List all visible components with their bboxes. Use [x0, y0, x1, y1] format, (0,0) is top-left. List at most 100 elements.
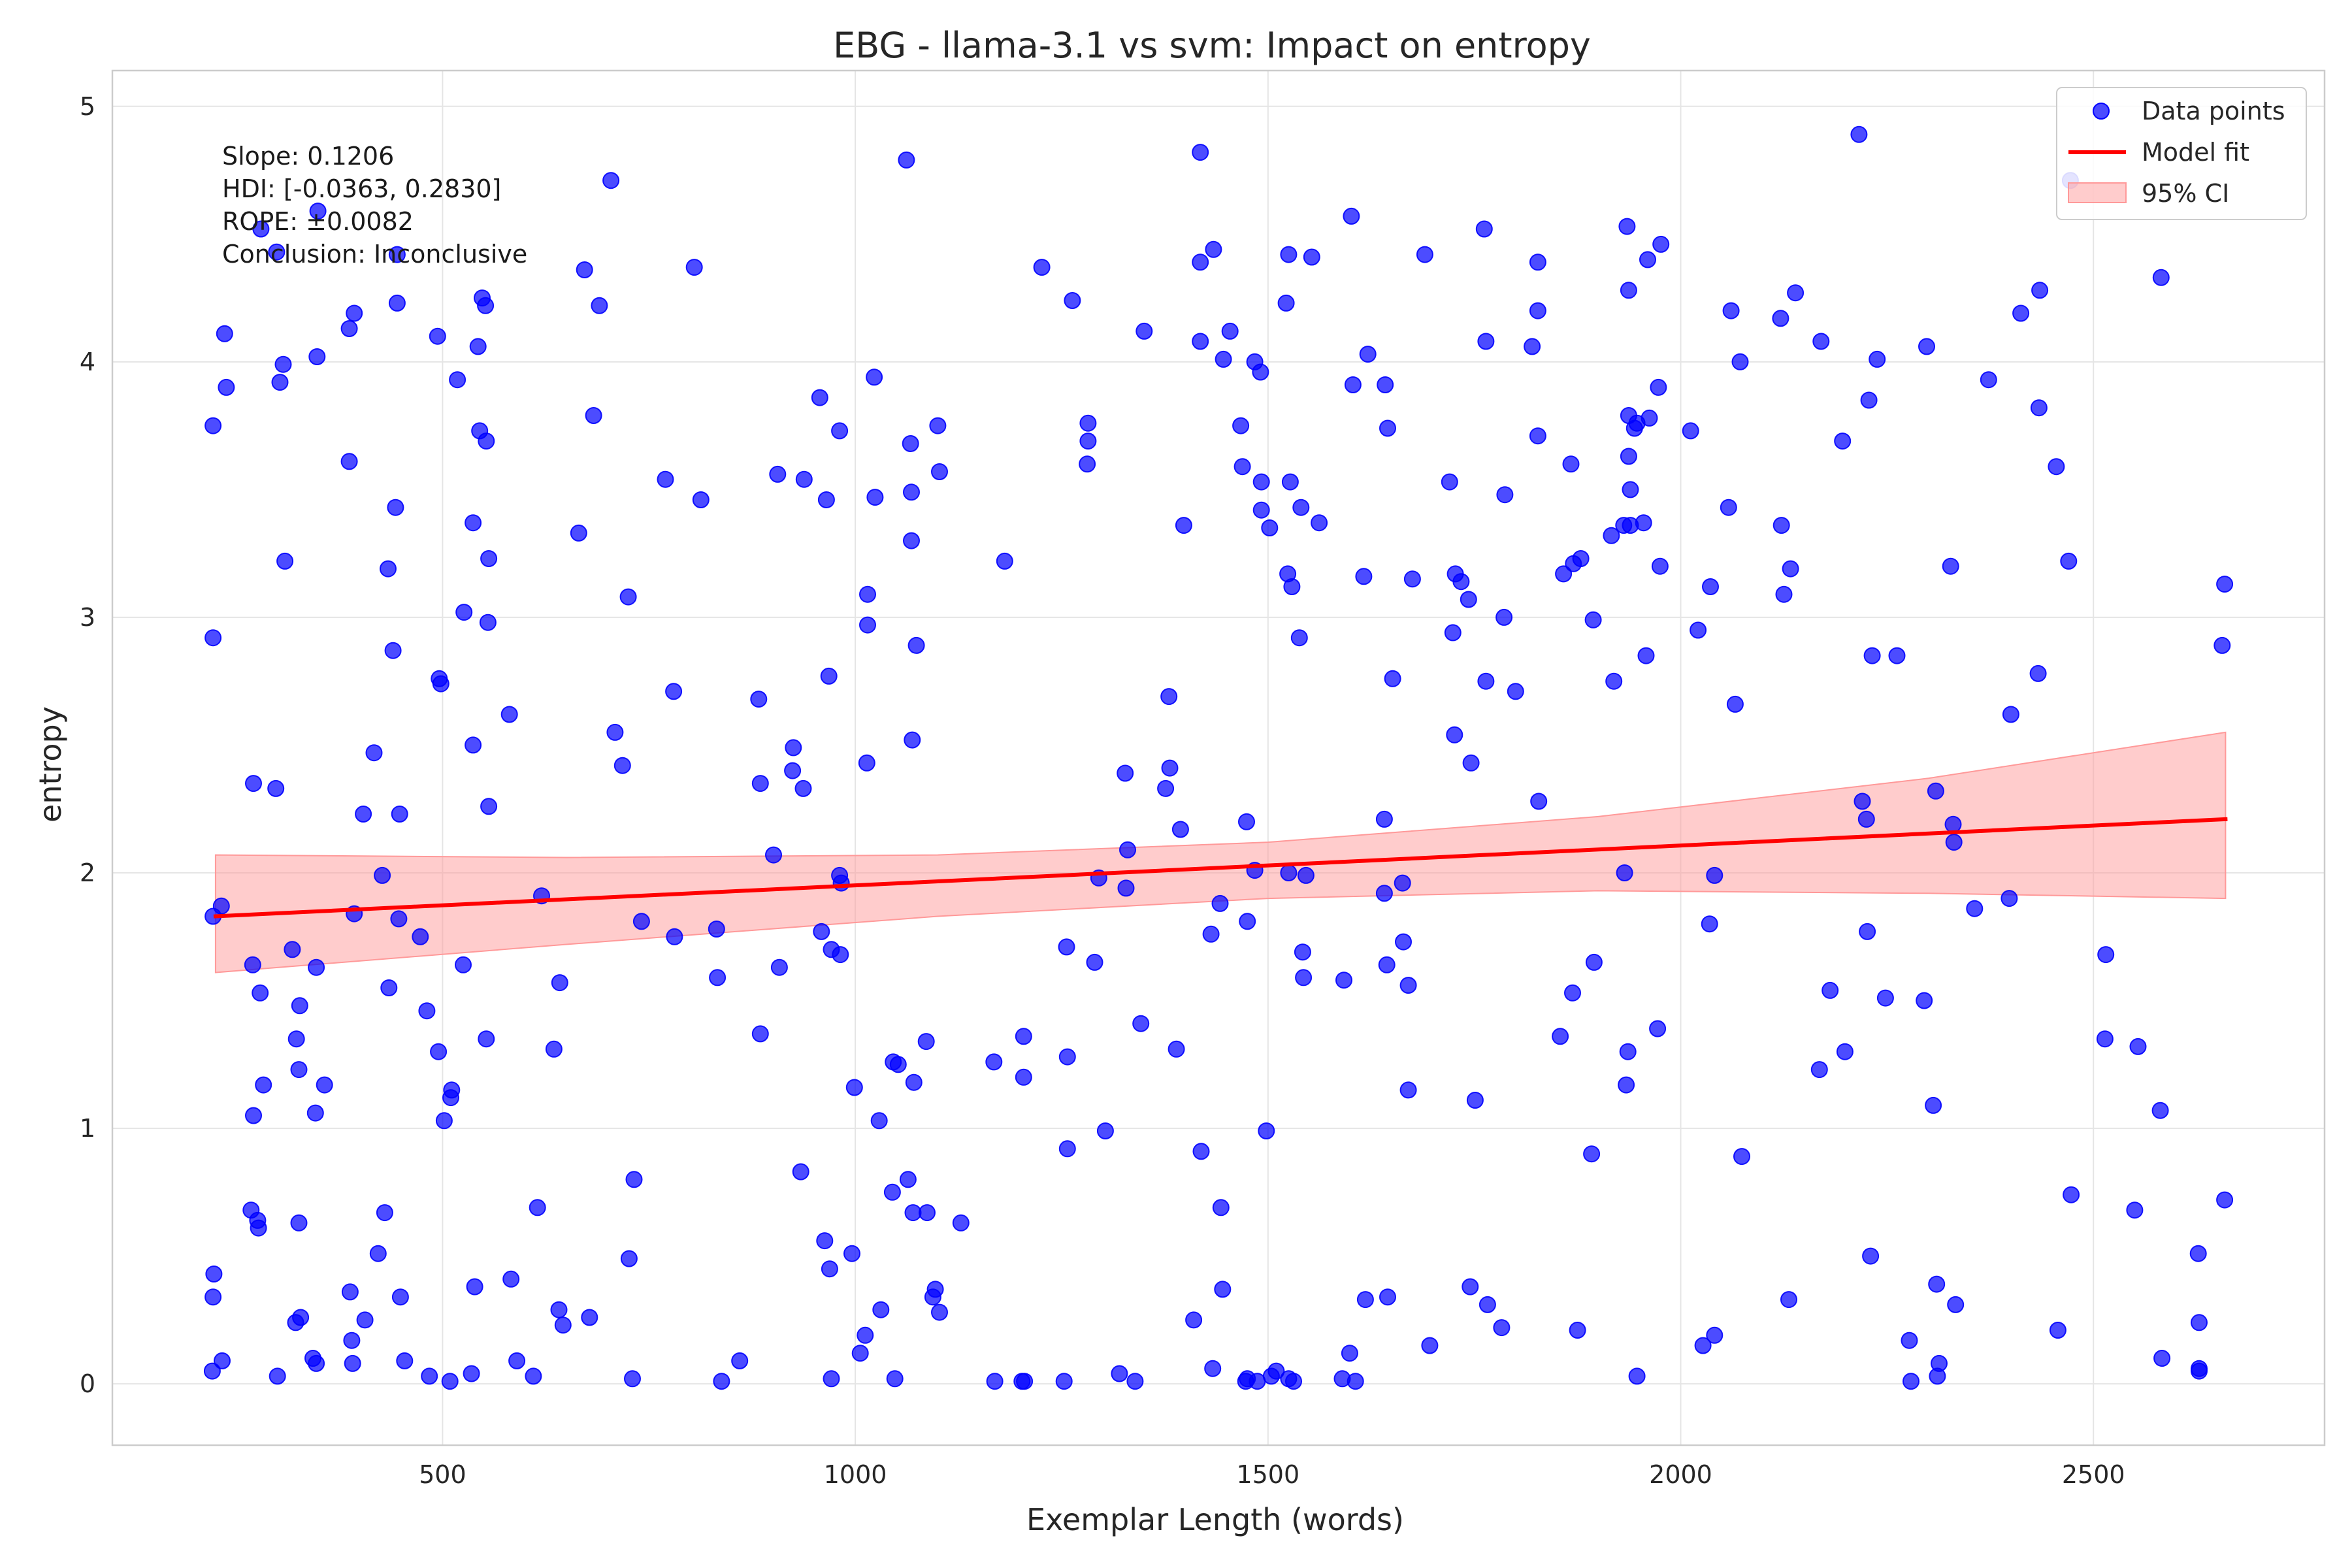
- data-point: [904, 1204, 922, 1222]
- data-point: [832, 874, 850, 892]
- data-point: [903, 483, 920, 501]
- legend-label-ci: 95% CI: [2142, 179, 2229, 208]
- data-point: [821, 1260, 838, 1278]
- data-point: [1603, 527, 1620, 544]
- data-point: [308, 958, 325, 976]
- model-fit-line: [213, 817, 2228, 919]
- data-point: [418, 1002, 436, 1020]
- data-point: [216, 325, 233, 342]
- data-point: [355, 806, 372, 823]
- data-point: [898, 151, 915, 169]
- data-point: [1857, 810, 1875, 828]
- data-point: [380, 979, 398, 996]
- data-point: [1214, 1281, 1232, 1298]
- data-point: [1421, 1337, 1439, 1354]
- data-point: [820, 667, 838, 685]
- data-point: [1931, 1354, 1948, 1372]
- data-point: [986, 1373, 1004, 1390]
- data-point: [478, 433, 495, 450]
- data-point: [859, 616, 876, 634]
- data-point: [1111, 1365, 1128, 1382]
- x-tick-label: 2000: [1649, 1460, 1712, 1489]
- data-point: [1297, 866, 1315, 884]
- data-point: [570, 524, 587, 542]
- data-point: [813, 923, 830, 940]
- data-point: [1117, 879, 1135, 897]
- data-point: [435, 1112, 453, 1130]
- data-point: [926, 1281, 944, 1298]
- data-point: [1572, 550, 1590, 567]
- data-point: [479, 613, 497, 631]
- data-point: [1583, 1145, 1601, 1163]
- data-point: [632, 913, 650, 930]
- data-point: [1901, 1331, 1918, 1349]
- data-point: [391, 806, 408, 823]
- data-point: [1399, 977, 1417, 994]
- data-point: [866, 489, 884, 506]
- data-point: [1726, 695, 1744, 713]
- data-point: [1058, 1140, 1076, 1158]
- data-point: [858, 754, 875, 772]
- data-point: [1192, 333, 1209, 350]
- data-point: [625, 1171, 643, 1188]
- data-point: [1378, 956, 1396, 973]
- data-point: [340, 320, 358, 337]
- data-point: [731, 1352, 749, 1369]
- data-point: [769, 465, 787, 483]
- data-point: [1239, 913, 1256, 930]
- data-point: [550, 1301, 568, 1318]
- data-point: [1733, 1148, 1750, 1166]
- data-point: [1395, 933, 1412, 951]
- data-point: [1168, 1040, 1185, 1058]
- data-point: [1836, 1043, 1854, 1060]
- data-point: [1585, 953, 1603, 971]
- data-point: [529, 1199, 546, 1217]
- data-point: [478, 1030, 495, 1048]
- data-point: [391, 1288, 409, 1306]
- data-point: [380, 560, 397, 578]
- data-point: [1135, 322, 1153, 340]
- y-axis-ticks: 0 1 2 3 4 5: [80, 92, 95, 1398]
- data-point: [2063, 1186, 2080, 1203]
- data-point: [1812, 333, 1830, 350]
- data-point: [1649, 1020, 1667, 1037]
- data-point: [244, 956, 261, 973]
- data-point: [469, 338, 487, 355]
- data-point: [1903, 1373, 1919, 1390]
- data-point: [449, 371, 466, 389]
- data-point: [1344, 376, 1362, 393]
- data-point: [268, 243, 286, 261]
- data-point: [1780, 1291, 1797, 1309]
- data-point: [1462, 1278, 1479, 1296]
- data-point: [1619, 1043, 1637, 1060]
- data-point: [1651, 557, 1669, 575]
- data-point: [1529, 253, 1546, 271]
- data-point: [443, 1081, 461, 1099]
- data-point: [466, 1278, 483, 1296]
- data-point: [2189, 1245, 2207, 1262]
- data-point: [205, 1266, 223, 1282]
- data-point: [1854, 792, 1871, 810]
- data-point: [1772, 310, 1789, 327]
- data-point: [1258, 1122, 1275, 1139]
- data-point: [250, 1219, 267, 1237]
- data-point: [308, 1354, 325, 1372]
- data-point: [1016, 1373, 1034, 1390]
- data-point: [545, 1040, 563, 1058]
- data-point: [624, 1370, 641, 1388]
- data-point: [2048, 458, 2065, 476]
- x-tick-label: 1000: [824, 1460, 887, 1489]
- data-point: [2096, 1030, 2114, 1048]
- data-point: [692, 491, 710, 508]
- data-point: [1160, 688, 1178, 706]
- data-point: [1706, 1326, 1723, 1344]
- data-point: [1650, 378, 1667, 396]
- data-point: [1682, 422, 1699, 440]
- data-point: [2031, 282, 2049, 299]
- data-point: [1295, 969, 1313, 987]
- annotation-conclusion: Conclusion: Inconclusive: [222, 240, 527, 269]
- data-point: [919, 1204, 936, 1222]
- data-point: [344, 1354, 361, 1372]
- data-point: [387, 498, 404, 516]
